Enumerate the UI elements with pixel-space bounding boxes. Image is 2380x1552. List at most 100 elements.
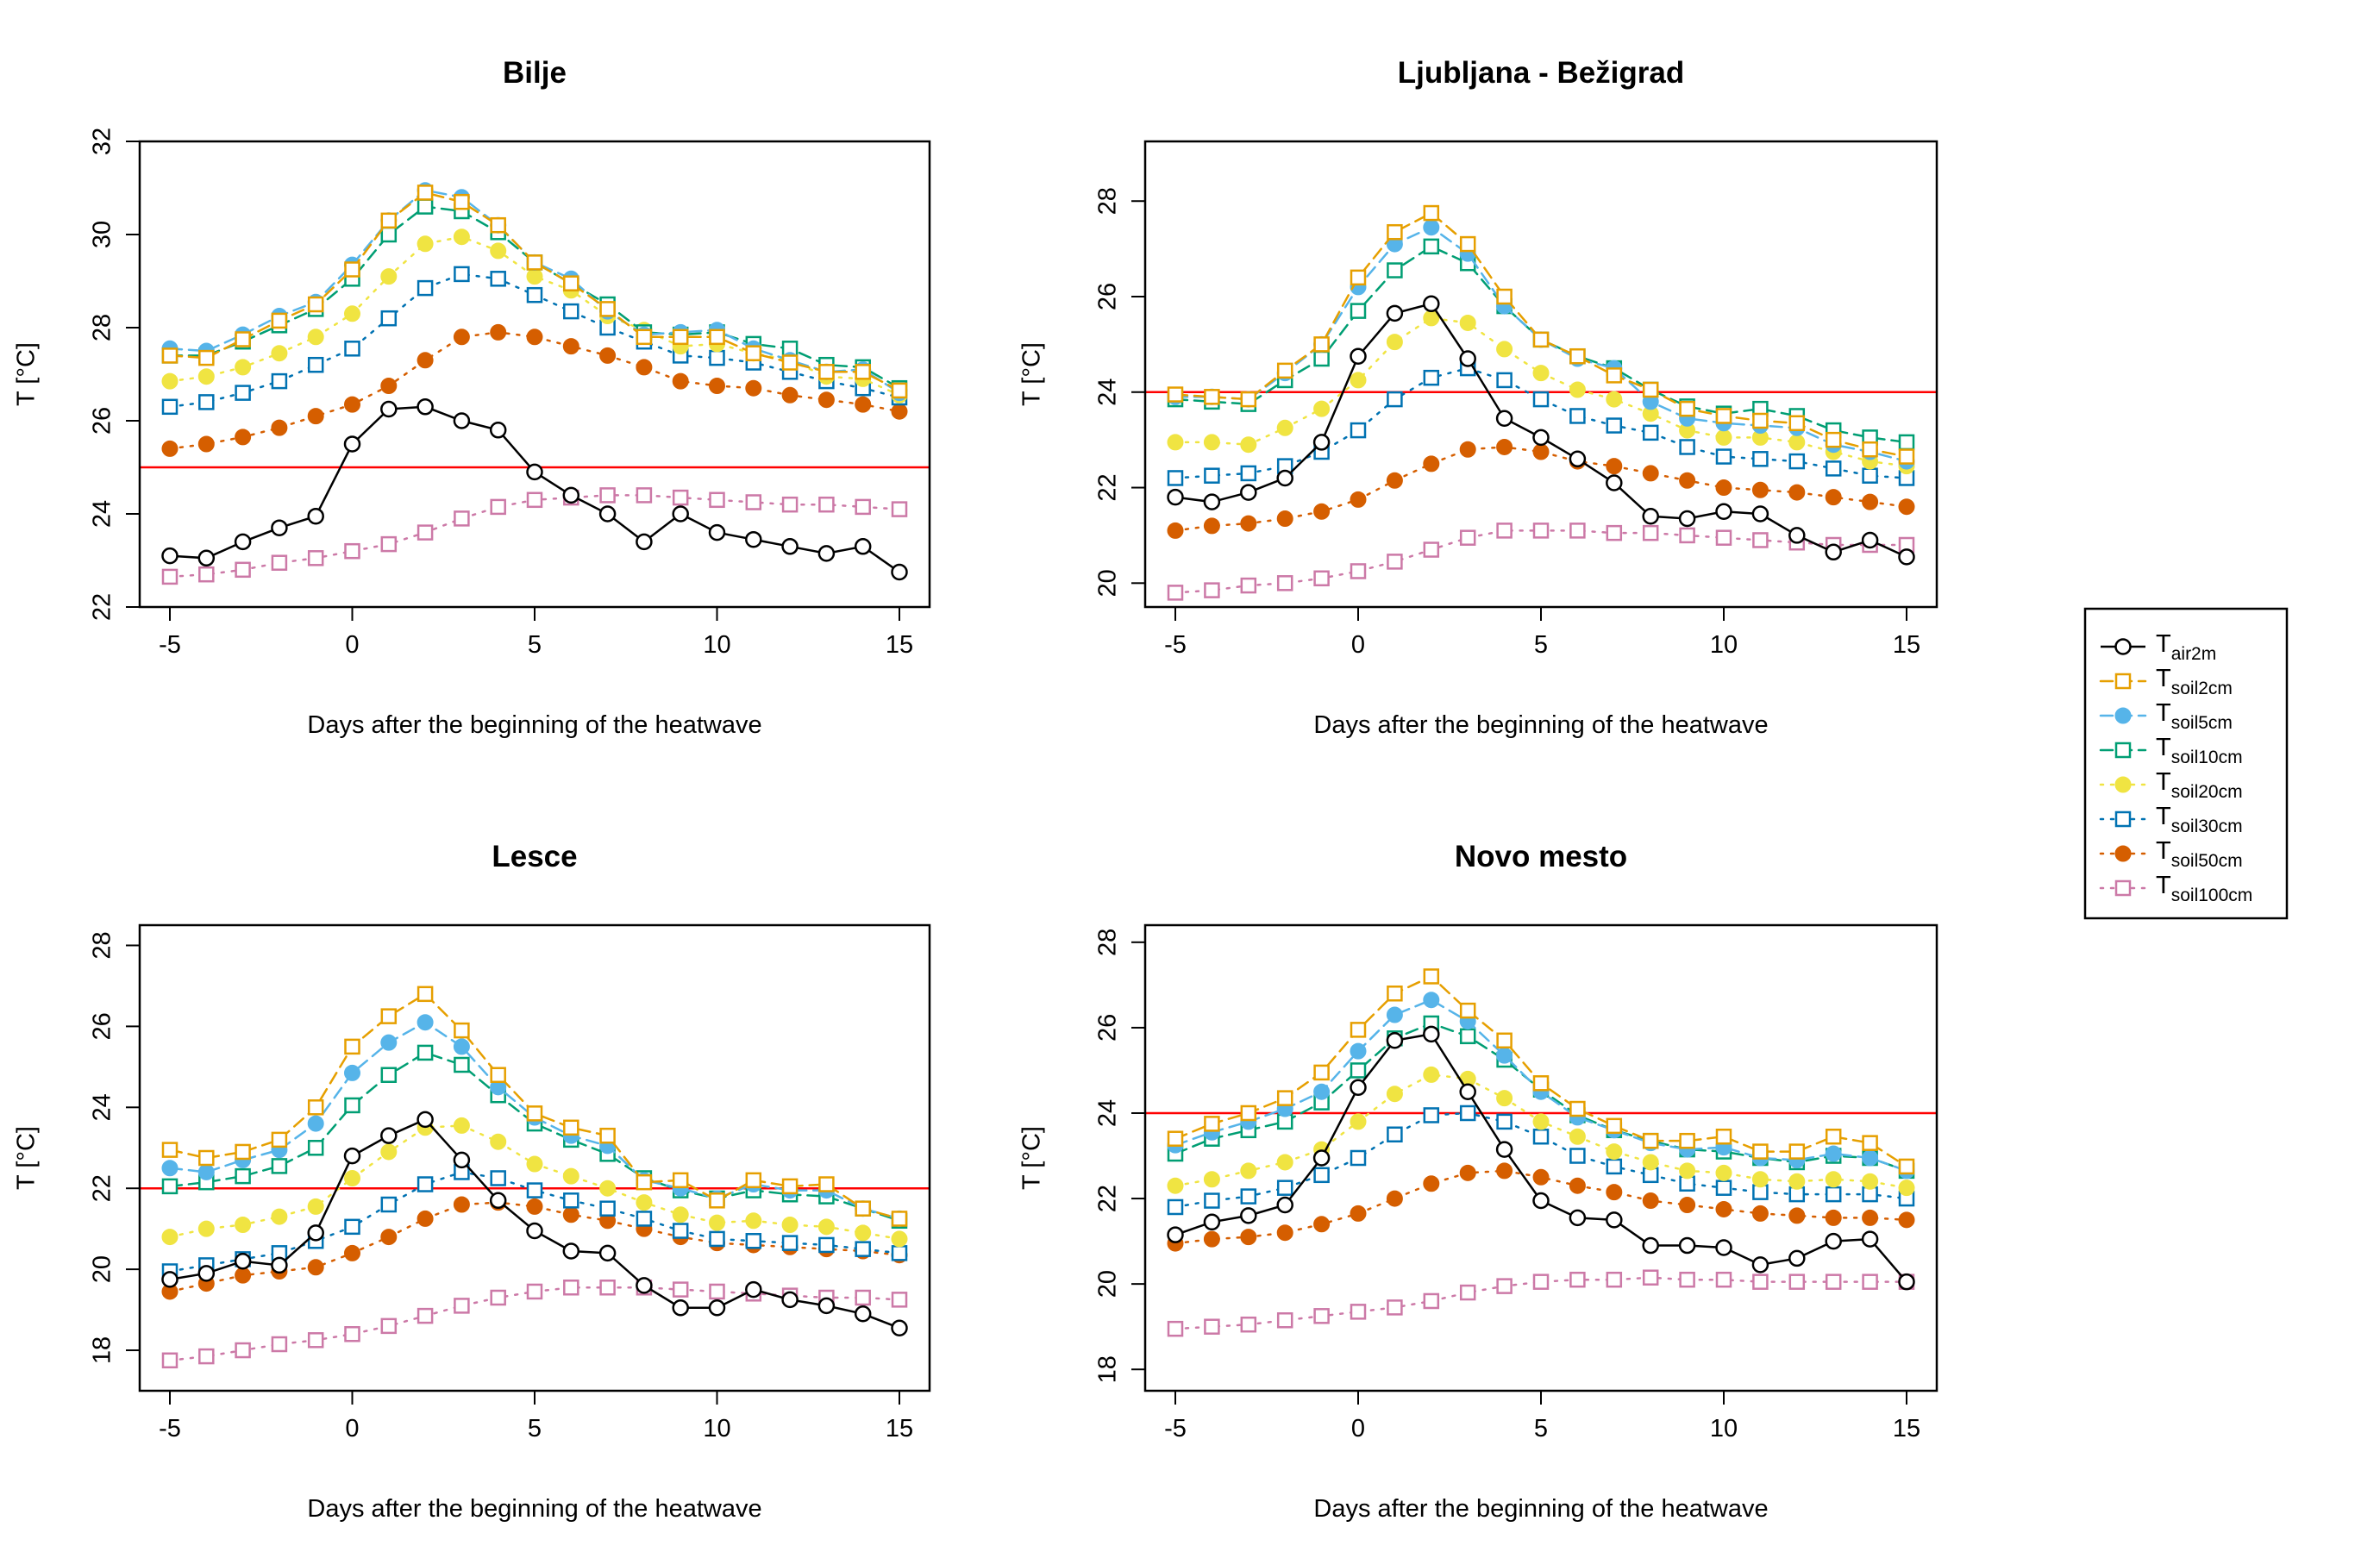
- y-tick-label: 26: [1094, 1014, 1122, 1042]
- data-point: [161, 440, 178, 457]
- data-point: [1204, 467, 1220, 484]
- y-tick-label: 28: [1094, 929, 1122, 956]
- data-point: [781, 386, 799, 404]
- data-point: [1715, 429, 1732, 446]
- x-tick-label: 5: [528, 631, 542, 659]
- data-point: [1569, 523, 1586, 539]
- data-point: [781, 1216, 799, 1233]
- data-point: [454, 266, 470, 283]
- data-point: [1642, 465, 1659, 482]
- data-point: [343, 435, 361, 453]
- data-point: [1642, 508, 1659, 525]
- series-soil50cm: [1167, 438, 1915, 539]
- data-point: [526, 1222, 543, 1240]
- data-point: [1203, 493, 1221, 510]
- series-soil20cm: [161, 1117, 908, 1248]
- x-tick-label: 10: [703, 1415, 730, 1442]
- data-point: [1862, 467, 1878, 484]
- legend-label: Tair2m: [2156, 630, 2216, 664]
- data-point: [745, 530, 762, 548]
- x-tick-label: 10: [1710, 1415, 1738, 1442]
- data-point: [1350, 1042, 1367, 1060]
- data-point: [636, 329, 653, 346]
- data-point: [1423, 541, 1440, 558]
- data-point: [1313, 400, 1331, 417]
- data-point: [1862, 1149, 1879, 1167]
- legend-entry-soil30cm: Tsoil30cm: [2099, 803, 2243, 836]
- data-point: [745, 1172, 762, 1189]
- data-point: [1496, 1113, 1513, 1130]
- x-tick-label: 0: [345, 1415, 359, 1442]
- series-soil100cm: [1167, 1269, 1915, 1337]
- data-point: [636, 1173, 653, 1191]
- data-point: [454, 1298, 470, 1314]
- data-point: [1459, 441, 1476, 458]
- data-point: [161, 1178, 178, 1195]
- data-point: [1496, 1090, 1513, 1107]
- panel-2: Ljubljana - Bežigrad -5 0 5 10 15 20 22 24 26 28 Da…: [1018, 56, 1938, 739]
- data-point: [672, 372, 689, 390]
- data-point: [271, 1336, 288, 1353]
- data-point: [1642, 1154, 1659, 1171]
- data-point: [271, 345, 288, 362]
- data-point: [1203, 1171, 1220, 1188]
- data-point: [1788, 415, 1806, 432]
- data-point: [1313, 1308, 1330, 1324]
- data-point: [1459, 1164, 1476, 1181]
- data-point: [271, 1158, 288, 1174]
- data-point: [854, 1305, 872, 1323]
- data-point: [1642, 1236, 1659, 1255]
- data-point: [1459, 235, 1476, 253]
- data-point: [708, 1299, 726, 1317]
- data-point: [380, 1229, 398, 1246]
- data-point: [1423, 1292, 1440, 1310]
- x-tick-label: 5: [1534, 631, 1548, 659]
- data-point: [1606, 458, 1623, 475]
- data-point: [1350, 1304, 1367, 1320]
- y-tick-label: 22: [89, 1174, 116, 1202]
- x-tick-label: 5: [528, 1415, 542, 1442]
- data-point: [161, 1160, 178, 1177]
- data-point: [562, 486, 580, 504]
- data-point: [891, 403, 908, 420]
- series-soil2cm: [161, 185, 908, 399]
- data-point: [1679, 439, 1695, 455]
- data-point: [636, 1211, 653, 1227]
- data-point: [234, 533, 252, 551]
- x-tick-label: 15: [1893, 1415, 1920, 1442]
- data-point: [1569, 450, 1587, 468]
- data-point: [672, 1206, 689, 1223]
- data-point: [1898, 448, 1915, 465]
- data-point: [1276, 1090, 1293, 1106]
- data-point: [197, 435, 215, 453]
- data-point: [234, 1252, 252, 1270]
- data-point: [1167, 1320, 1184, 1337]
- data-point: [454, 1022, 470, 1039]
- data-point: [1386, 1032, 1404, 1049]
- data-point: [380, 1143, 398, 1161]
- data-point: [1204, 389, 1220, 405]
- data-point: [636, 533, 653, 551]
- y-tick-label: 28: [89, 314, 116, 341]
- data-point: [416, 1014, 434, 1031]
- data-point: [1240, 1105, 1257, 1122]
- data-point: [235, 1216, 252, 1233]
- data-point: [1423, 992, 1440, 1009]
- data-point: [416, 1111, 434, 1129]
- series-soil2cm: [161, 986, 908, 1227]
- legend-label: Tsoil5cm: [2156, 699, 2233, 733]
- series-air2m: [1167, 295, 1915, 566]
- data-point: [1606, 417, 1623, 434]
- data-point: [490, 1289, 506, 1306]
- data-point: [1350, 1062, 1367, 1079]
- data-point: [453, 1038, 470, 1055]
- data-point: [490, 242, 507, 260]
- data-point: [672, 505, 689, 523]
- data-point: [490, 1067, 506, 1083]
- legend-label: Tsoil2cm: [2156, 665, 2233, 698]
- data-point: [1606, 524, 1623, 541]
- data-point: [817, 1297, 836, 1315]
- data-point: [817, 391, 835, 409]
- data-point: [1642, 1269, 1659, 1286]
- data-point: [161, 1352, 178, 1369]
